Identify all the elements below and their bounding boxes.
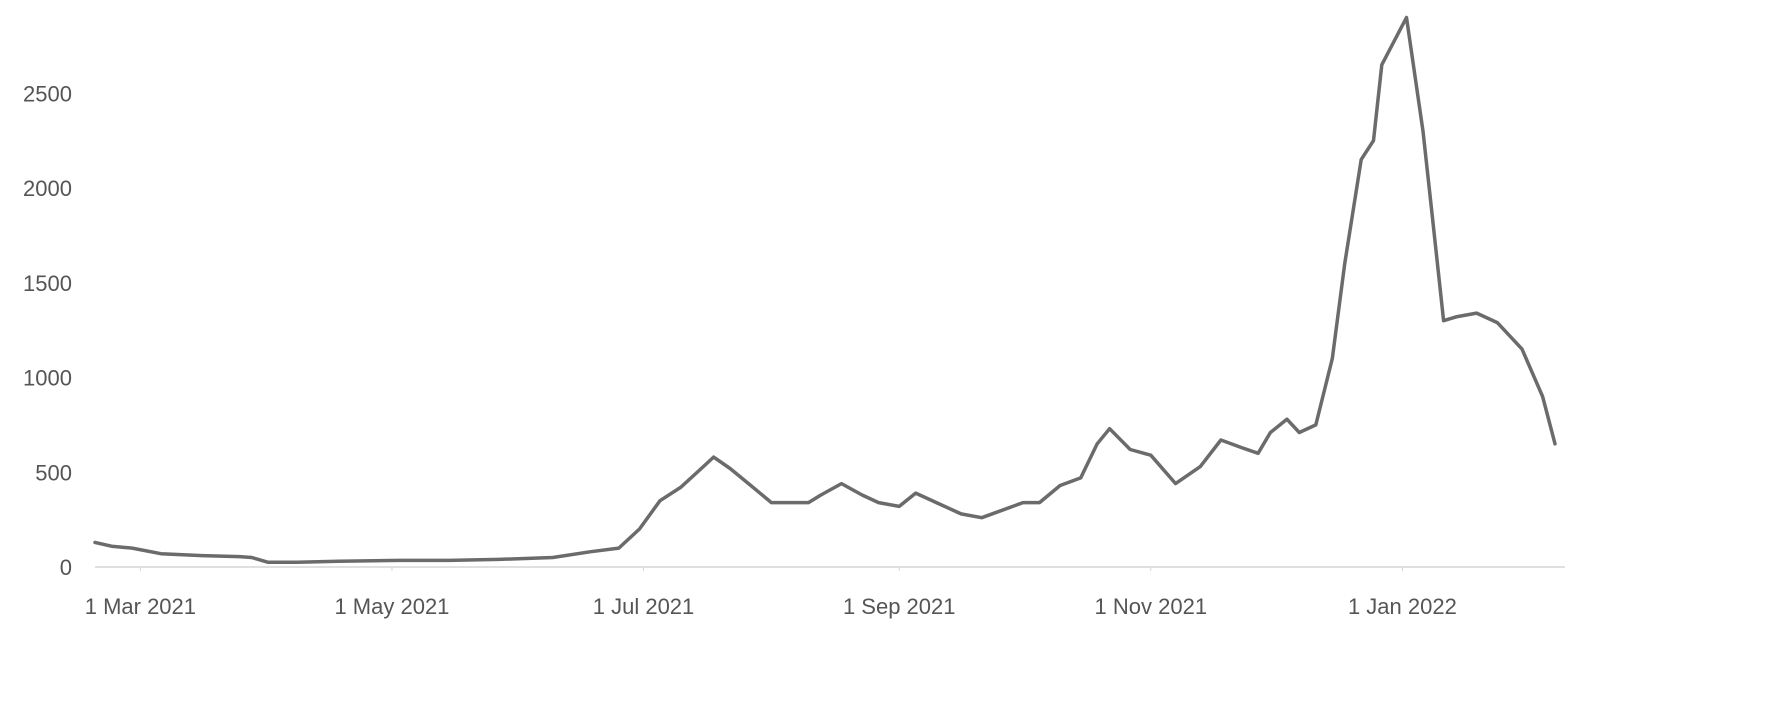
y-tick-label: 1500 — [23, 271, 72, 296]
y-tick-label: 2500 — [23, 81, 72, 106]
y-tick-label: 2000 — [23, 176, 72, 201]
x-tick-label: 1 Jul 2021 — [593, 594, 695, 619]
y-tick-label: 1000 — [23, 366, 72, 391]
x-tick-label: 1 Nov 2021 — [1095, 594, 1208, 619]
y-tick-label: 500 — [35, 460, 72, 485]
y-tick-label: 0 — [60, 555, 72, 580]
data-line — [93, 15, 1557, 565]
x-tick-label: 1 May 2021 — [334, 594, 449, 619]
x-tick-label: 1 Jan 2022 — [1348, 594, 1457, 619]
x-tick-label: 1 Mar 2021 — [85, 594, 196, 619]
x-tick-label: 1 Sep 2021 — [843, 594, 956, 619]
